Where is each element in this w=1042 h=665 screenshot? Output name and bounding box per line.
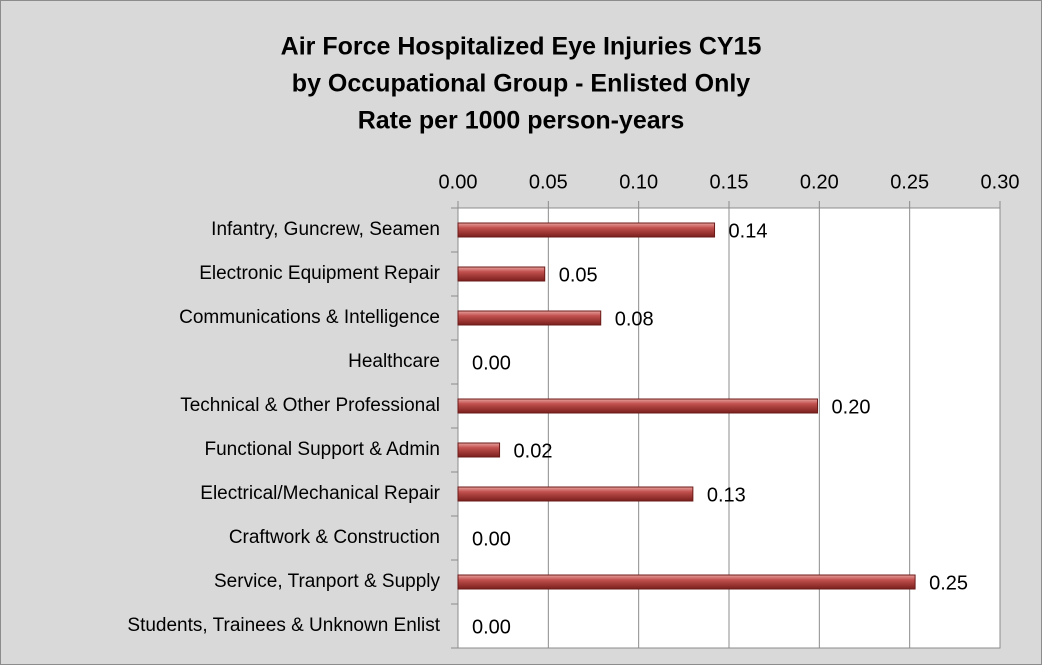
y-tick-label: Electrical/Mechanical Repair (200, 483, 440, 504)
y-tick-label: Craftwork & Construction (229, 527, 440, 548)
x-tick-label: 0.20 (800, 171, 839, 193)
data-label: 0.08 (615, 308, 654, 330)
bar (457, 222, 716, 238)
y-tick-label: Healthcare (348, 351, 440, 372)
x-tick-label: 0.25 (890, 171, 929, 193)
data-label: 0.25 (929, 572, 968, 594)
x-tick-label: 0.00 (439, 171, 478, 193)
chart-title: by Occupational Group - Enlisted Only (292, 70, 750, 98)
bar (457, 310, 602, 326)
y-tick-label: Infantry, Guncrew, Seamen (211, 219, 440, 240)
data-label: 0.14 (729, 220, 768, 242)
data-label: 0.13 (707, 484, 746, 506)
bar (457, 266, 546, 282)
chart-title: Air Force Hospitalized Eye Injuries CY15 (281, 33, 762, 61)
data-label: 0.00 (472, 352, 511, 374)
bar (457, 486, 694, 502)
data-label: 0.05 (559, 264, 598, 286)
x-tick-label: 0.15 (710, 171, 749, 193)
data-label: 0.20 (832, 396, 871, 418)
y-tick-label: Technical & Other Professional (180, 395, 440, 416)
data-label: 0.02 (514, 440, 553, 462)
y-tick-label: Electronic Equipment Repair (199, 263, 440, 284)
bar (457, 442, 501, 458)
x-tick-label: 0.10 (619, 171, 658, 193)
data-label: 0.00 (472, 528, 511, 550)
bar (457, 398, 819, 414)
y-tick-label: Students, Trainees & Unknown Enlist (127, 615, 440, 636)
bar (457, 574, 916, 590)
x-tick-label: 0.30 (981, 171, 1020, 193)
chart-title: Rate per 1000 person-years (358, 107, 685, 135)
y-tick-label: Communications & Intelligence (179, 307, 440, 328)
data-label: 0.00 (472, 616, 511, 638)
y-tick-label: Service, Tranport & Supply (214, 571, 440, 592)
y-tick-label: Functional Support & Admin (204, 439, 440, 460)
x-tick-label: 0.05 (529, 171, 568, 193)
